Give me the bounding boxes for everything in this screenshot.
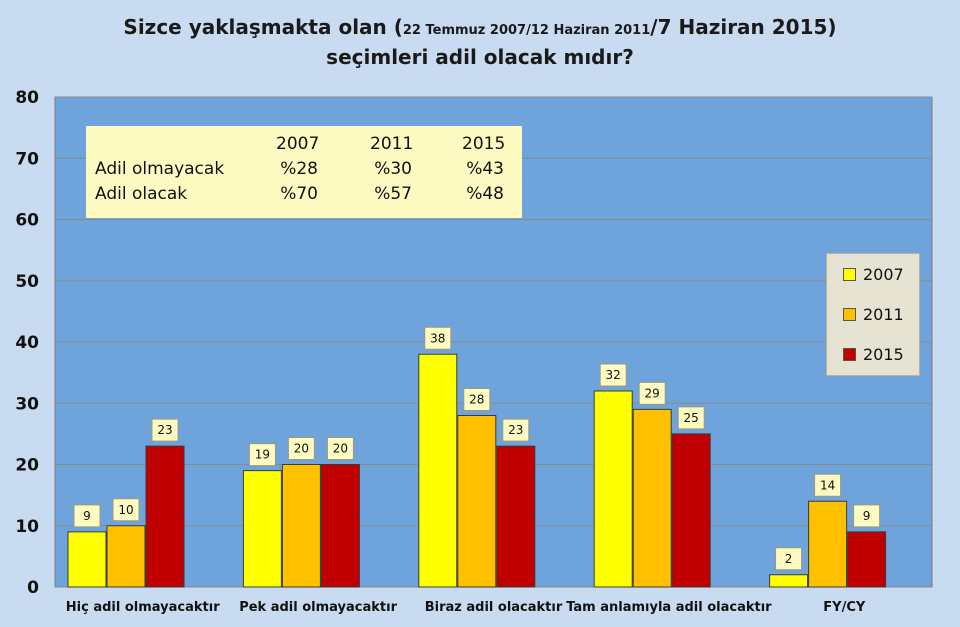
y-tick-label: 30 <box>15 394 39 414</box>
data-label-box <box>677 406 705 430</box>
x-category-label: Pek adil olmayacaktır <box>239 600 397 615</box>
summary-header-2007: 2007 <box>276 134 320 154</box>
data-label: 29 <box>645 386 660 400</box>
data-label-box <box>287 437 315 460</box>
data-label-box <box>814 473 842 497</box>
x-category-label: FY/CY <box>823 600 866 615</box>
legend-swatch-2011 <box>843 307 856 321</box>
bar-2011 <box>632 408 672 588</box>
data-label-box <box>326 437 354 460</box>
summary-cell: %43 <box>466 159 504 179</box>
bar-2015 <box>496 445 536 588</box>
summary-cell: %70 <box>280 184 318 204</box>
bar-2011 <box>281 464 321 588</box>
data-label-box <box>463 388 491 411</box>
summary-cell: %48 <box>466 184 504 204</box>
y-tick-label: 20 <box>15 456 39 476</box>
x-category-label: Tam anlamıyla adil olacaktır <box>566 600 772 615</box>
bar-2011 <box>808 500 848 588</box>
data-label-box <box>424 326 452 350</box>
data-label: 23 <box>508 423 523 437</box>
chart-title: Sizce yaklaşmakta olan (22 Temmuz 2007/1… <box>0 14 960 71</box>
legend-item: 2007 <box>843 264 904 284</box>
summary-cell: %28 <box>280 159 318 179</box>
data-label: 19 <box>255 448 270 462</box>
data-label: 9 <box>83 509 91 523</box>
y-tick-label: 60 <box>15 211 39 231</box>
bar-2007 <box>593 390 633 588</box>
data-label: 20 <box>333 442 348 456</box>
data-label: 20 <box>294 442 309 456</box>
title-part2: 22 Temmuz 2007/12 Haziran 2011 <box>402 23 651 38</box>
data-label-box <box>151 418 179 442</box>
y-tick-label: 40 <box>15 333 39 353</box>
data-label: 14 <box>820 478 835 492</box>
data-label-box <box>638 381 666 405</box>
summary-cell: %30 <box>374 159 412 179</box>
bar-2015 <box>320 464 360 588</box>
bar-2007 <box>67 531 107 588</box>
y-tick-label: 50 <box>15 272 39 292</box>
summary-row-label: Adil olacak <box>95 184 188 204</box>
bar-2007 <box>242 470 282 588</box>
x-category-label: Biraz adil olacaktır <box>425 600 563 615</box>
data-label: 32 <box>606 368 621 382</box>
title-part1: Sizce yaklaşmakta olan ( <box>123 15 403 39</box>
chart-legend: 2007 2011 2015 <box>826 253 920 376</box>
title-part3: /7 Haziran 2015) <box>650 15 837 39</box>
y-tick-label: 70 <box>15 149 39 169</box>
legend-label-2015: 2015 <box>863 344 904 364</box>
data-label-box <box>775 547 803 571</box>
bar-2015 <box>847 531 887 588</box>
data-label: 38 <box>430 331 445 345</box>
data-label: 2 <box>785 552 793 566</box>
y-tick-label: 0 <box>27 578 39 598</box>
title-line2: seçimleri adil olacak mıdır? <box>326 45 634 69</box>
data-label: 9 <box>863 509 871 523</box>
summary-table: 2007 2011 2015 Adil olmayacak %28 %30 %4… <box>86 126 522 218</box>
y-tick-label: 80 <box>15 88 39 108</box>
data-label-box <box>112 498 140 522</box>
bar-2011 <box>457 415 497 588</box>
data-label: 25 <box>684 411 699 425</box>
legend-swatch-2007 <box>843 267 856 281</box>
data-label-box <box>599 363 627 387</box>
bar-2015 <box>671 433 711 588</box>
legend-item: 2015 <box>843 344 904 364</box>
bar-2015 <box>145 445 185 588</box>
legend-item: 2011 <box>843 304 904 324</box>
y-tick-label: 10 <box>15 517 39 537</box>
data-label-box <box>73 504 101 528</box>
data-label-box <box>502 418 530 442</box>
legend-swatch-2015 <box>843 347 856 361</box>
data-label: 23 <box>157 423 172 437</box>
summary-row-label: Adil olmayacak <box>95 159 225 179</box>
bar-2011 <box>106 525 146 588</box>
legend-label-2011: 2011 <box>863 304 904 324</box>
data-label-box <box>248 443 276 467</box>
bar-2007 <box>769 574 809 588</box>
data-label: 28 <box>469 393 484 407</box>
x-category-label: Hiç adil olmayacaktır <box>66 600 220 615</box>
data-label: 10 <box>118 503 133 517</box>
summary-header-2015: 2015 <box>462 134 506 154</box>
legend-label-2007: 2007 <box>863 264 904 284</box>
data-label-box <box>853 504 881 528</box>
summary-cell: %57 <box>374 184 412 204</box>
summary-header-2011: 2011 <box>370 134 414 154</box>
bar-2007 <box>418 353 458 588</box>
